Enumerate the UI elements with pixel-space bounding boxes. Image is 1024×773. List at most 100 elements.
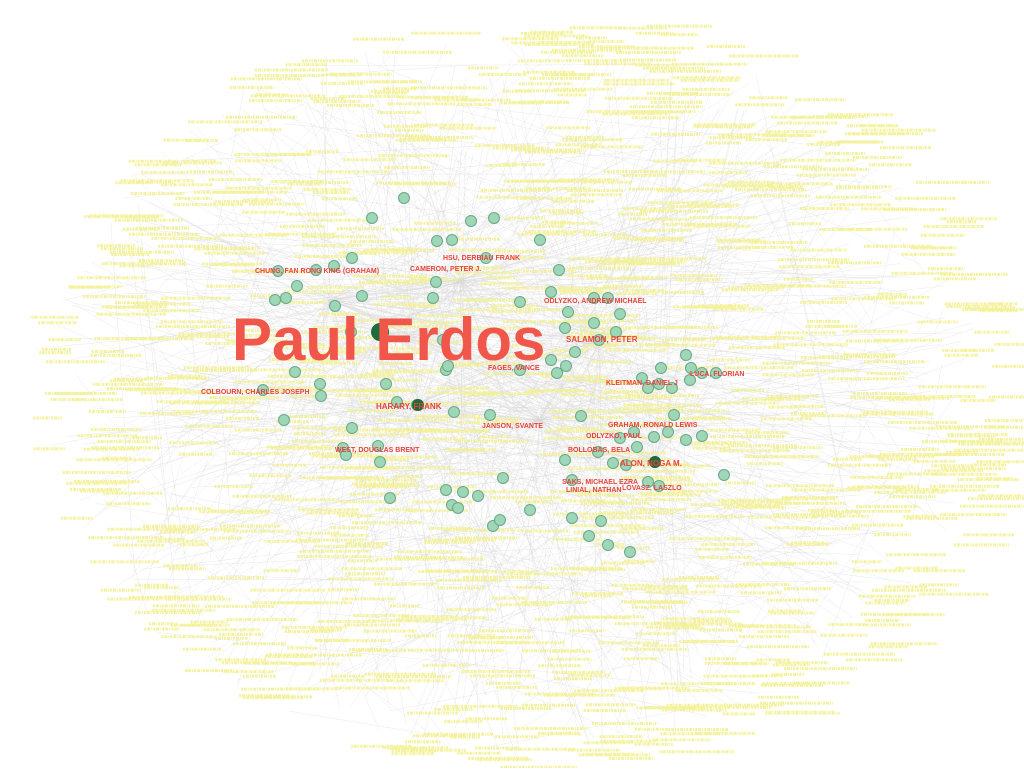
author-node[interactable] [560, 360, 572, 372]
author-label[interactable]: LINIAL, NATHAN [566, 487, 621, 494]
author-node[interactable] [592, 446, 604, 458]
author-node[interactable] [391, 396, 403, 408]
author-node[interactable] [484, 409, 496, 421]
author-node[interactable] [372, 440, 384, 452]
author-node[interactable] [346, 252, 358, 264]
author-node[interactable] [631, 441, 643, 453]
author-label[interactable]: ODLYZKO, PAUL [586, 433, 643, 440]
author-node[interactable] [648, 431, 660, 443]
author-node[interactable] [446, 234, 458, 246]
author-node[interactable] [642, 382, 654, 394]
author-node[interactable] [614, 308, 626, 320]
author-node[interactable] [680, 434, 692, 446]
author-node[interactable] [448, 406, 460, 418]
author-node[interactable] [280, 292, 292, 304]
author-node[interactable] [655, 362, 667, 374]
author-node[interactable] [442, 360, 454, 372]
author-node[interactable] [566, 512, 578, 524]
author-node[interactable] [551, 367, 563, 379]
author-node[interactable] [291, 280, 303, 292]
author-node[interactable] [696, 367, 708, 379]
author-node[interactable] [514, 296, 526, 308]
author-label[interactable]: CAMERON, PETER J. [410, 266, 481, 273]
author-node[interactable] [272, 265, 284, 277]
author-node[interactable] [534, 234, 546, 246]
author-node[interactable] [488, 212, 500, 224]
author-node[interactable] [569, 346, 581, 358]
author-label[interactable]: HSU, DERBIAU FRANK [443, 255, 520, 262]
author-node[interactable] [610, 326, 622, 338]
author-node[interactable] [278, 414, 290, 426]
author-node[interactable] [696, 430, 708, 442]
author-node[interactable] [457, 486, 469, 498]
author-node[interactable] [559, 322, 571, 334]
author-label[interactable]: BOLLOBAS, BELA [568, 447, 630, 454]
author-node[interactable] [398, 192, 410, 204]
hub-node[interactable] [371, 323, 389, 341]
author-node[interactable] [340, 449, 352, 461]
author-node[interactable] [710, 367, 722, 379]
author-node[interactable] [380, 378, 392, 390]
author-node[interactable] [583, 530, 595, 542]
author-node[interactable] [602, 292, 614, 304]
author-node[interactable] [452, 502, 464, 514]
author-node[interactable] [588, 317, 600, 329]
author-node[interactable] [680, 349, 692, 361]
author-node[interactable] [666, 382, 678, 394]
author-label[interactable]: ALON, NOGA M. [620, 459, 682, 468]
author-node[interactable] [366, 212, 378, 224]
author-node[interactable] [514, 364, 526, 376]
author-node[interactable] [685, 362, 697, 374]
author-label[interactable]: LUCA, FLORIAN [690, 371, 744, 378]
author-node[interactable] [310, 264, 322, 276]
author-node[interactable] [346, 422, 358, 434]
author-node[interactable] [430, 276, 442, 288]
author-label[interactable]: FAGES, VANCE [488, 365, 540, 372]
author-label[interactable]: GRAHAM, RONALD LEWIS [608, 422, 698, 429]
author-label[interactable]: COLBOURN, CHARLES JOSEPH [201, 389, 310, 396]
author-node[interactable] [624, 546, 636, 558]
author-node[interactable] [662, 426, 674, 438]
hub-node[interactable] [412, 399, 424, 411]
author-node[interactable] [494, 514, 506, 526]
author-node[interactable] [497, 472, 509, 484]
author-node[interactable] [553, 264, 565, 276]
author-node[interactable] [472, 490, 484, 502]
hub-node[interactable] [649, 456, 661, 468]
author-node[interactable] [384, 492, 396, 504]
author-node[interactable] [289, 366, 301, 378]
author-node[interactable] [328, 260, 340, 272]
author-node[interactable] [607, 457, 619, 469]
author-node[interactable] [562, 306, 574, 318]
author-node[interactable] [653, 480, 665, 492]
author-node[interactable] [636, 372, 648, 384]
author-label[interactable]: LOVASZ, LASZLO [622, 485, 682, 492]
author-node[interactable] [620, 459, 632, 471]
author-node[interactable] [314, 378, 326, 390]
author-node[interactable] [480, 252, 492, 264]
author-node[interactable] [545, 286, 557, 298]
author-label[interactable]: ODLYZKO, ANDREW MICHAEL [544, 298, 647, 305]
author-node[interactable] [595, 515, 607, 527]
author-node[interactable] [545, 354, 557, 366]
hub-label[interactable]: Paul Erdos [232, 306, 545, 373]
author-node[interactable] [628, 426, 640, 438]
author-node[interactable] [684, 374, 696, 386]
author-node[interactable] [269, 294, 281, 306]
author-node[interactable] [575, 410, 587, 422]
author-node[interactable] [614, 432, 626, 444]
author-label[interactable]: HARARY, FRANK [376, 402, 442, 411]
author-node[interactable] [427, 292, 439, 304]
author-node[interactable] [588, 292, 600, 304]
author-node[interactable] [315, 390, 327, 402]
author-node[interactable] [345, 326, 357, 338]
author-node[interactable] [465, 215, 477, 227]
author-node[interactable] [559, 454, 571, 466]
author-label[interactable]: WEST, DOUGLAS BRENT [335, 447, 420, 454]
author-node[interactable] [566, 474, 578, 486]
author-label[interactable]: SALAMON, PETER [566, 335, 638, 344]
author-node[interactable] [653, 378, 665, 390]
author-node[interactable] [356, 290, 368, 302]
author-node[interactable] [593, 334, 605, 346]
author-label[interactable]: SAKS, MICHAEL EZRA [562, 479, 638, 486]
